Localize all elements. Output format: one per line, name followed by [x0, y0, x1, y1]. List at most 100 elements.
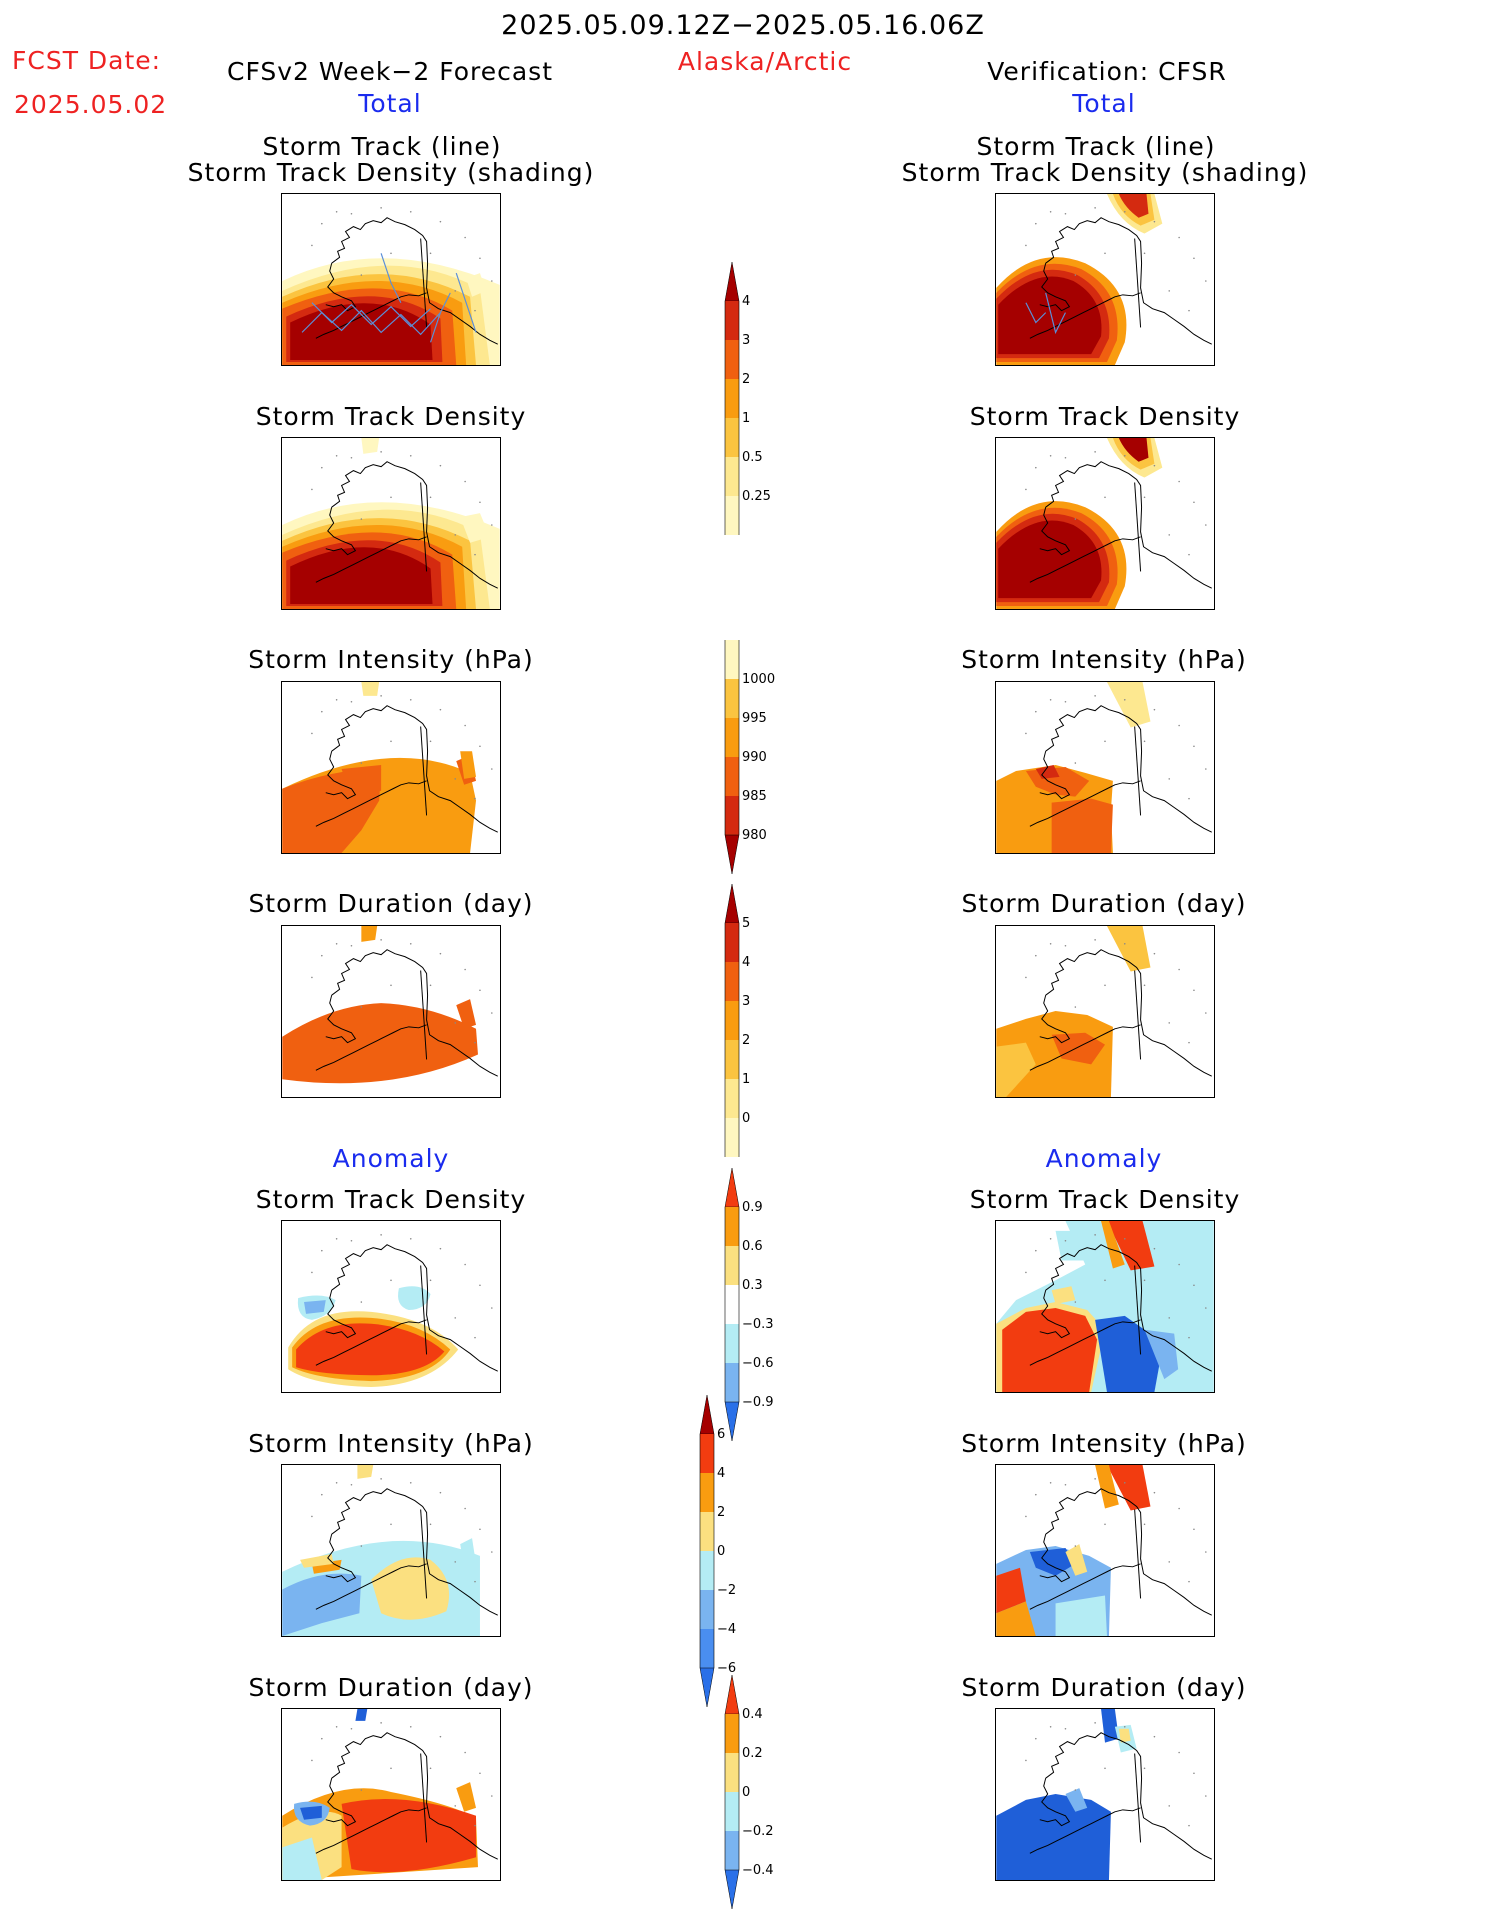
- colorbar-intensity-total: 1000 995 990 985 980: [715, 640, 795, 884]
- cfsr-duration-gridpoint-4: [1178, 968, 1180, 971]
- map-fcst-anom-intensity: [281, 1464, 501, 1637]
- fcst-anom-duration-gridpoint-9: [311, 1759, 313, 1762]
- cfsr-anom-density-gridpoint-14: [1074, 1301, 1077, 1303]
- fcst-intensity-gridpoint-8: [335, 699, 338, 701]
- cfsr-intensity-gridpoint-2: [1123, 699, 1126, 701]
- cfsr-density-border: [1134, 482, 1142, 572]
- left-total-label: Total: [358, 89, 422, 118]
- fcst-duration-gridpoint-6: [491, 1012, 493, 1014]
- title-track-density-left: Storm Track Density: [255, 402, 527, 431]
- duration_total-label-2: 3: [742, 994, 750, 1009]
- cfsr-anom-intensity-gridpoint-6: [1205, 1551, 1207, 1553]
- cfsr-anom-density-shade-2: [1002, 1307, 1098, 1392]
- cfsr-track-shade-2: [1118, 194, 1149, 218]
- fcst-duration-shade-2: [456, 999, 477, 1029]
- duration_anom-cell-1: [725, 1714, 739, 1753]
- cfsr-anom-duration-shade-4: [1065, 1788, 1088, 1812]
- cfsr-track-gridpoint-1: [1094, 207, 1096, 209]
- cfsr-track-gridpoint-14: [1074, 274, 1077, 276]
- cfsr-anom-intensity-basemap: [1025, 1478, 1212, 1616]
- duration_anom-label-4: −0.4: [742, 1863, 774, 1878]
- fcst-intensity-gridpoint-0: [350, 700, 353, 703]
- cfsr-anom-density-gridpoint-7: [1035, 1249, 1037, 1252]
- cfsr-anom-density-shade-3: [1095, 1315, 1161, 1392]
- cfsr-anom-duration-gridpoint-13: [1104, 1767, 1106, 1770]
- intensity_total-cell-3: [725, 757, 739, 796]
- intensity_anom-cell-0: [699, 1394, 715, 1435]
- fcst-anom-intensity-gridpoint-1: [380, 1478, 382, 1480]
- cfsr-intensity-gridpoint-6: [1205, 768, 1207, 770]
- cfsr-density-gridpoint-14: [1074, 518, 1077, 520]
- cfsr-intensity-gridpoint-1: [1094, 695, 1096, 697]
- cfsr-density-gridpoint-12: [1143, 496, 1146, 499]
- fcst-duration-gridpoint-13: [390, 984, 392, 987]
- region-label: Alaska/Arctic: [677, 47, 853, 76]
- duration_total-cell-6: [725, 1118, 739, 1157]
- fcst-anom-density-gridpoint-9: [311, 1271, 313, 1274]
- fcst-anom-intensity-gridpoint-14: [360, 1545, 363, 1547]
- cfsr-intensity-basemap: [1025, 695, 1212, 833]
- fcst-density-gridpoint-13: [390, 496, 392, 499]
- fcst-intensity-shade-2: [341, 765, 382, 799]
- fcst-track-gridpoint-9: [311, 244, 313, 247]
- fcst-anom-intensity-shade-1: [282, 1573, 362, 1636]
- fcst-anom-intensity-gridpoint-10: [454, 1561, 457, 1563]
- fcst-anom-intensity-shade-5: [460, 1538, 477, 1568]
- title-track-density-shading-right: Storm Track Density (shading): [901, 158, 1309, 187]
- fcst-anom-density-gridpoint-5: [479, 1284, 481, 1287]
- fcst-density-shade-8: [361, 438, 380, 454]
- right-total-label: Total: [1072, 89, 1136, 118]
- fcst-intensity-gridpoint-4: [464, 724, 466, 727]
- cfsr-anom-intensity-shade-1: [1029, 1548, 1076, 1576]
- cfsr-anom-intensity-gridpoint-9: [1025, 1515, 1027, 1518]
- map-fcst-anom-duration: [281, 1708, 501, 1881]
- fcst-intensity-coastline: [315, 705, 498, 833]
- fcst-track-coastline: [315, 217, 498, 345]
- fcst-anom-density-gridpoint-14: [360, 1301, 363, 1303]
- cfsr-track-shade-6: [998, 276, 1102, 355]
- title-anom-intensity-left: Storm Intensity (hPa): [248, 1429, 534, 1458]
- cfsr-anom-density-coastline: [1029, 1244, 1212, 1372]
- fcst-intensity-border: [420, 726, 428, 816]
- cfsr-density-shade-6: [998, 520, 1102, 599]
- map-cfsr-density: [995, 437, 1215, 610]
- fcst-density-gridpoint-11: [474, 553, 476, 556]
- fcst-anom-density-gridpoint-13: [390, 1279, 392, 1282]
- cfsr-anom-intensity-border: [1134, 1509, 1142, 1599]
- cfsr-duration-border: [1134, 970, 1142, 1060]
- density_total-label-1: 3: [742, 333, 750, 348]
- colorbar-density-total: 4 3 2 1 0.5 0.25: [715, 261, 795, 546]
- title-intensity-left: Storm Intensity (hPa): [248, 645, 534, 674]
- fcst-track-gridpoint-1: [380, 207, 382, 209]
- cfsr-anom-duration-gridpoint-12: [1143, 1767, 1146, 1770]
- cfsr-track-gridpoint-13: [1104, 252, 1106, 255]
- map-fcst-track: [281, 193, 501, 366]
- fcst-intensity-gridpoint-7: [321, 710, 323, 713]
- cfsr-anom-density-shade-6: [1101, 1221, 1125, 1269]
- title-duration-left: Storm Duration (day): [248, 889, 534, 918]
- cfsr-track-gridpoint-8: [1049, 211, 1052, 213]
- fcst-density-coastline: [315, 461, 498, 589]
- fcst-track-gridpoint-8: [335, 211, 338, 213]
- cfsr-anom-intensity-gridpoint-13: [1104, 1523, 1106, 1526]
- density_total-label-3: 1: [742, 411, 750, 426]
- cfsr-density-gridpoint-7: [1035, 466, 1037, 469]
- title-track-line-right: Storm Track (line): [976, 132, 1216, 161]
- fcst-duration-gridpoint-1: [380, 939, 382, 941]
- cfsr-density-gridpoint-0: [1064, 456, 1067, 459]
- cfsr-anom-intensity-gridpoint-11: [1188, 1580, 1190, 1583]
- cfsr-track-gridpoint-0: [1064, 212, 1067, 215]
- title-intensity-right: Storm Intensity (hPa): [961, 645, 1247, 674]
- cfsr-anom-duration-border: [1134, 1753, 1142, 1843]
- colorbar-intensity-anom: 6 4 2 0 −2 −4 −6: [690, 1394, 770, 1709]
- title-anom-duration-right: Storm Duration (day): [961, 1673, 1247, 1702]
- cfsr-anom-duration-gridpoint-4: [1178, 1751, 1180, 1754]
- density_anom-cell-1: [725, 1207, 739, 1246]
- cfsr-anom-duration-gridpoint-14: [1074, 1789, 1077, 1791]
- fcst-track-track-line-1: [311, 302, 431, 328]
- density_anom-label-1: 0.6: [742, 1239, 763, 1254]
- cfsr-track-coastline: [1029, 217, 1212, 345]
- fcst-density-gridpoint-9: [311, 488, 313, 491]
- fcst-intensity-gridpoint-5: [479, 745, 481, 748]
- fcst-density-gridpoint-12: [429, 496, 432, 499]
